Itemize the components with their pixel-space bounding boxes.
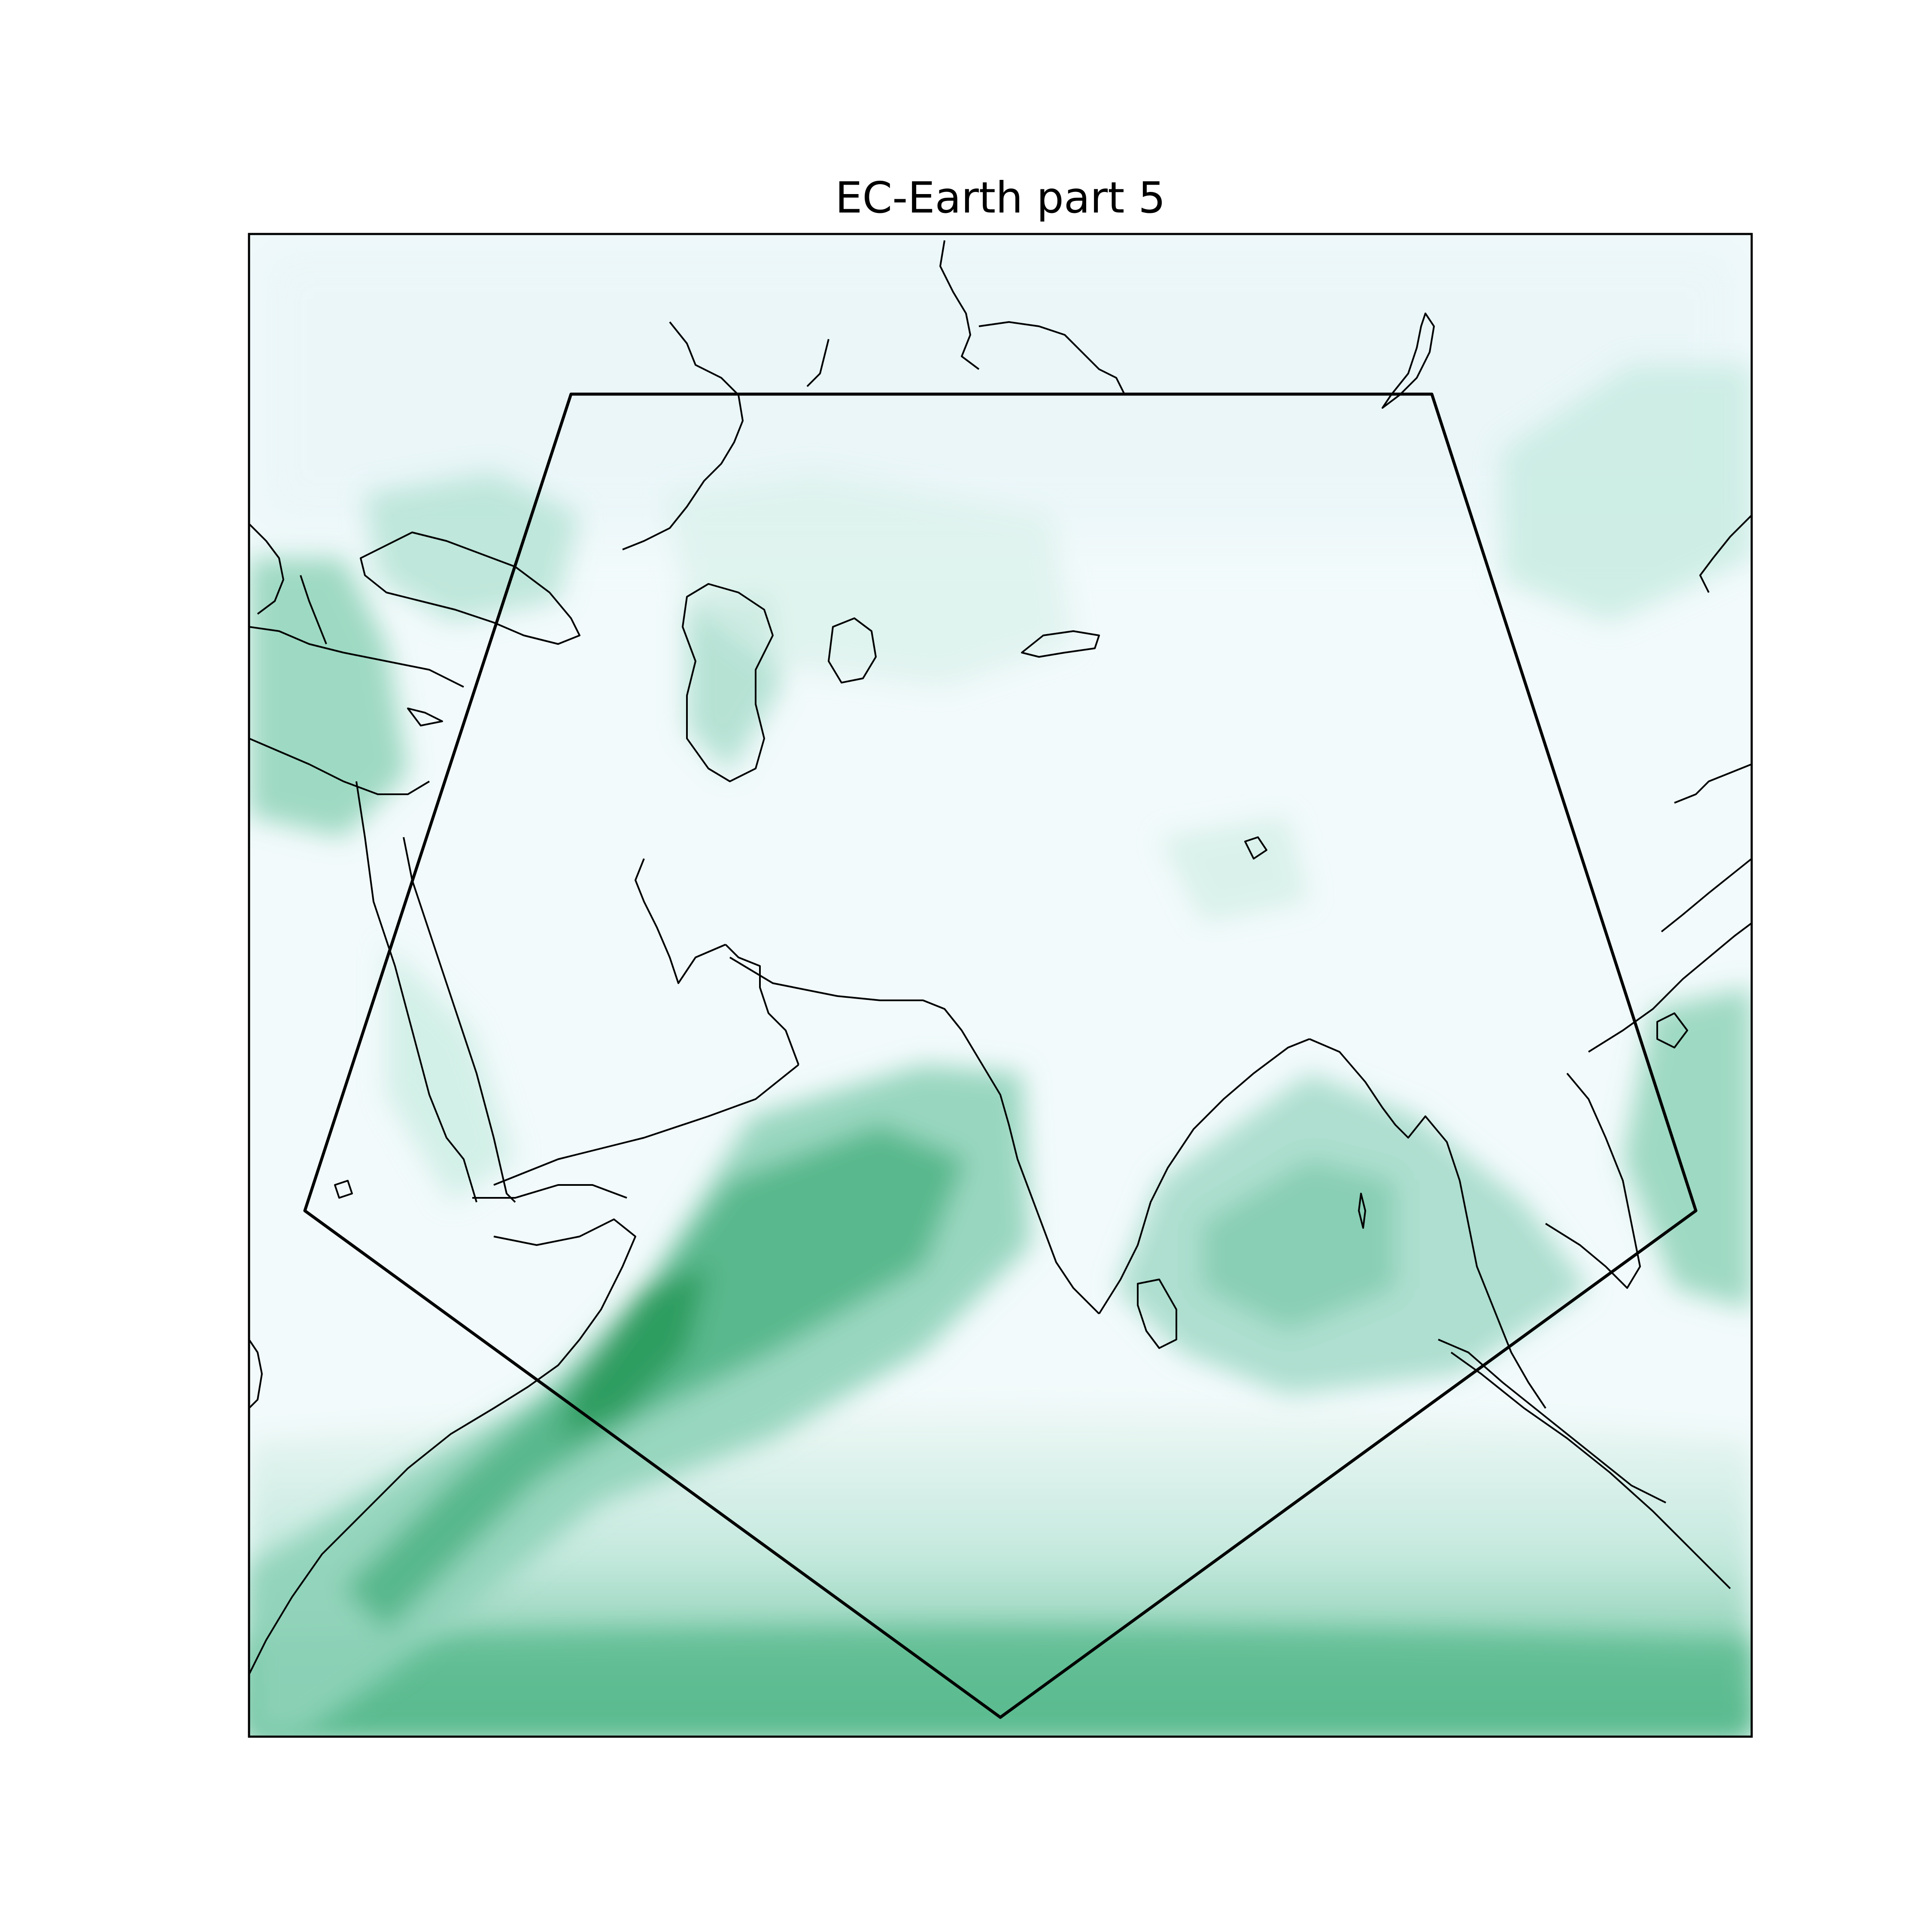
field-arabian-sea [249,1065,1030,1737]
field-east-patches [1503,365,1752,1309]
field-southern-ocean-strong [249,1627,1752,1737]
domain-outline-pentagon [303,392,1698,1719]
map-plot-area [249,234,1752,1737]
map-frame [248,233,1753,1738]
coastlines [249,240,1752,1675]
field-tibet-patch [1159,816,1309,923]
field-west-patches [249,472,1073,1202]
map-title: EC-Earth part 5 [835,173,1166,223]
field-bay-of-bengal [1116,1073,1589,1395]
